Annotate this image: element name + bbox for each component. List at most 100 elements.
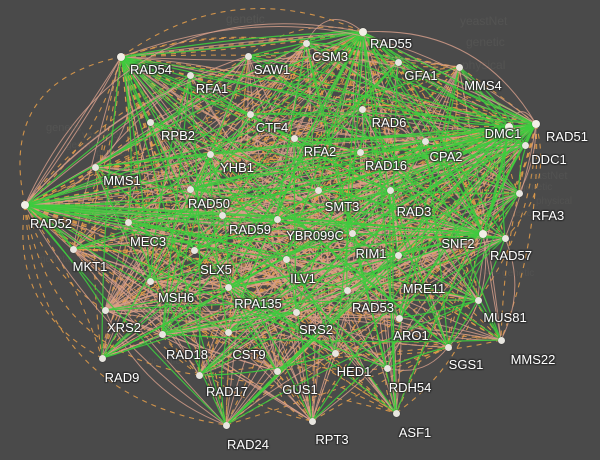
edge-p xyxy=(359,151,400,319)
network-node-hed1[interactable] xyxy=(331,349,339,357)
edge-c xyxy=(359,151,484,235)
edge-p xyxy=(24,23,364,206)
edge-c xyxy=(397,192,520,256)
network-node-aro1[interactable] xyxy=(395,314,403,322)
edge-c xyxy=(311,126,510,422)
network-node-mms22[interactable] xyxy=(497,336,505,344)
edge-g xyxy=(198,374,397,414)
edge-c xyxy=(447,237,506,348)
network-node-mms1[interactable] xyxy=(91,163,99,171)
network-node-mus81[interactable] xyxy=(474,296,482,304)
network-node-rad24[interactable] xyxy=(222,421,230,429)
edge-p xyxy=(104,55,249,311)
edge-g xyxy=(193,123,537,251)
edge-g xyxy=(334,346,449,363)
network-node-ybr099c[interactable] xyxy=(273,215,281,223)
edge-c xyxy=(424,140,449,348)
network-node-rad9[interactable] xyxy=(98,354,106,362)
network-node-rad51[interactable] xyxy=(532,120,540,128)
network-node-rpb2[interactable] xyxy=(146,118,154,126)
network-node-rad52[interactable] xyxy=(21,201,29,209)
network-node-rad53[interactable] xyxy=(343,286,351,294)
edge-c xyxy=(247,55,526,146)
network-node-rpa135[interactable] xyxy=(224,283,232,291)
network-node-rad17[interactable] xyxy=(195,371,203,379)
edge-p xyxy=(24,56,537,206)
network-node-rdh54[interactable] xyxy=(383,364,391,372)
edge-g xyxy=(189,74,297,313)
network-node-snf2[interactable] xyxy=(479,230,487,238)
edge-c xyxy=(161,311,297,335)
edge-c xyxy=(72,140,426,250)
network-node-rad16[interactable] xyxy=(356,148,364,156)
network-node-asf1[interactable] xyxy=(392,409,400,417)
edge-c xyxy=(482,144,526,235)
edge-c xyxy=(198,140,426,376)
edge-c xyxy=(227,286,278,372)
network-node-mms4[interactable] xyxy=(455,63,463,71)
edge-p xyxy=(72,42,307,250)
network-node-rad59[interactable] xyxy=(218,211,226,219)
network-node-cpa2[interactable] xyxy=(421,137,429,145)
edge-p xyxy=(295,311,449,348)
network-node-rad6[interactable] xyxy=(358,105,366,113)
edge-g xyxy=(24,31,364,206)
network-node-mec3[interactable] xyxy=(124,218,132,226)
network-node-rad18[interactable] xyxy=(158,330,166,338)
edge-c xyxy=(189,74,201,376)
edge-g xyxy=(24,204,313,422)
edge-c xyxy=(24,204,479,301)
network-node-sgs1[interactable] xyxy=(444,343,452,351)
edge-c xyxy=(361,108,502,341)
edge-c xyxy=(389,189,449,348)
edge-g xyxy=(389,126,510,191)
network-node-rim1[interactable] xyxy=(348,229,356,237)
edge-p xyxy=(24,188,191,216)
network-node-smt3[interactable] xyxy=(314,186,322,194)
network-node-gus1[interactable] xyxy=(273,367,281,375)
network-node-rfa1[interactable] xyxy=(186,71,194,79)
edge-c xyxy=(149,74,191,282)
edge-c xyxy=(24,74,191,206)
network-node-yhb1[interactable] xyxy=(206,150,214,158)
network-node-rad3[interactable] xyxy=(386,186,394,194)
edge-g xyxy=(24,123,537,206)
edge-c xyxy=(189,188,391,191)
network-node-msh6[interactable] xyxy=(146,277,154,285)
network-node-csm3[interactable] xyxy=(302,39,310,47)
edge-c xyxy=(220,331,229,426)
network-node-rad50[interactable] xyxy=(186,185,194,193)
network-node-rad57[interactable] xyxy=(501,234,509,242)
network-node-ilv1[interactable] xyxy=(282,255,290,263)
edge-p xyxy=(24,56,122,206)
edge-p xyxy=(389,189,479,301)
edge-c xyxy=(120,56,449,348)
network-node-rad55[interactable] xyxy=(359,28,367,36)
network-node-srs2[interactable] xyxy=(292,308,300,316)
network-node-cst9[interactable] xyxy=(224,328,232,336)
network-node-rpt3[interactable] xyxy=(308,417,316,425)
edge-g xyxy=(24,204,353,234)
edge-c xyxy=(198,254,399,376)
network-node-slx5[interactable] xyxy=(190,246,198,254)
network-node-rfa2[interactable] xyxy=(290,134,298,142)
network-node-xrs2[interactable] xyxy=(101,306,109,314)
network-node-gfa1[interactable] xyxy=(394,58,402,66)
network-node-ctf4[interactable] xyxy=(246,110,254,118)
edge-g xyxy=(149,280,348,300)
network-node-ddc1[interactable] xyxy=(521,141,529,149)
network-node-mre11[interactable] xyxy=(394,251,402,259)
network-node-dmc1[interactable] xyxy=(505,123,513,131)
network-node-saw1[interactable] xyxy=(244,52,252,60)
edge-g xyxy=(362,31,402,319)
network-node-mkt1[interactable] xyxy=(69,245,77,253)
edge-g xyxy=(361,108,510,134)
edge-c xyxy=(189,151,361,190)
network-node-rfa3[interactable] xyxy=(515,189,523,197)
edge-p xyxy=(24,204,313,422)
edge-p xyxy=(198,137,295,376)
edge-c xyxy=(120,56,520,194)
edge-g xyxy=(295,144,526,313)
network-node-rad54[interactable] xyxy=(117,53,125,61)
